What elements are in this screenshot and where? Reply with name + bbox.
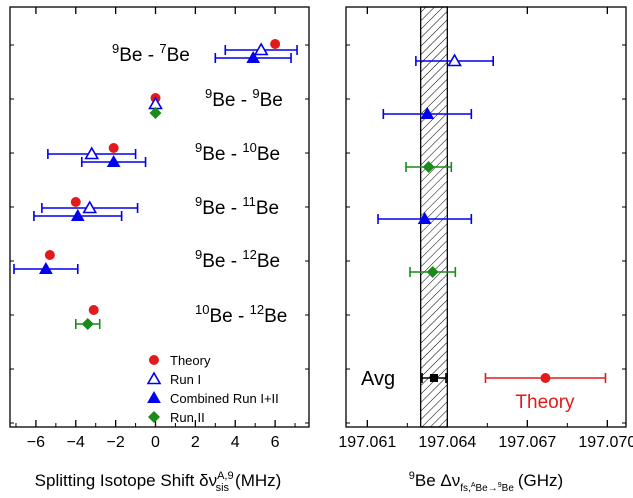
row-label: 9Be - 10Be [195,140,280,165]
avg-point [430,374,438,382]
row-label: 9Be - 9Be [205,86,283,111]
left-plot-frame [9,6,310,428]
data-point [149,107,162,119]
data-point [106,154,121,167]
data-point [246,50,261,63]
legend-label: Theory [170,353,211,368]
legend-label: Combined Run I+II [170,391,279,406]
left-x-tick-label: 4 [231,434,240,451]
legend-marker [148,411,160,423]
right-x-tick-label: 197.061 [338,434,396,451]
legend-marker [149,355,159,365]
left-x-ticks: −6 −4 −2 0 2 4 6 [10,7,309,451]
left-x-tick-label: 2 [191,434,200,451]
data-point [44,250,55,260]
theory-label: Theory [515,392,575,413]
left-x-tick-label: 6 [271,434,280,451]
data-point [253,42,269,56]
left-data-marks [13,39,298,330]
legend-label: Run I [170,372,201,387]
data-point [82,200,98,214]
data-point [447,53,462,67]
avg-label: Avg [361,368,395,390]
row-label: 9Be - 12Be [195,247,280,272]
data-point [88,305,99,315]
data-point [84,146,100,160]
right-x-axis-label: 9Be Δνfs,ABe→9Be (GHz) [409,470,563,493]
data-point [70,197,81,207]
right-x-tick-label: 197.067 [498,434,556,451]
data-point [420,106,435,119]
data-point [70,208,85,221]
data-point [422,161,435,173]
left-x-tick-label: −2 [107,434,125,451]
right-plot-frame [345,6,627,428]
data-point [426,266,439,278]
left-x-tick-label: −6 [27,434,45,451]
data-point [81,318,94,330]
right-x-tick-label: 197.070 [578,434,633,451]
theory-point [540,373,551,383]
legend-marker [146,371,162,385]
row-label: 9Be - 7Be [112,41,190,66]
right-x-ticks: 197.061 197.064 197.067 197.070 [338,7,633,451]
data-point [417,211,432,224]
legend-marker [147,390,161,403]
data-point [108,143,119,153]
right-data-marks: Avg Theory [361,53,607,413]
data-point [39,261,53,274]
legend-label: Run II [170,410,205,425]
legend: Theory Run I Combined Run I+II Run II [146,353,279,425]
left-row-labels: 9Be - 7Be 9Be - 9Be 9Be - 10Be 9Be - 11Be 9B… [112,41,287,327]
data-point [270,39,281,49]
left-x-tick-label: −4 [67,434,85,451]
right-panel: 197.061 197.064 197.067 197.070 Avg Theory 9… [338,6,633,494]
row-label: 10Be - 12Be [195,302,287,327]
right-x-tick-label: 197.064 [418,434,476,451]
row-label: 9Be - 11Be [195,194,279,219]
left-x-tick-label: 0 [151,434,160,451]
left-x-axis-label: Splitting Isotope Shift δνA,9 sis (MHz) [35,470,282,493]
